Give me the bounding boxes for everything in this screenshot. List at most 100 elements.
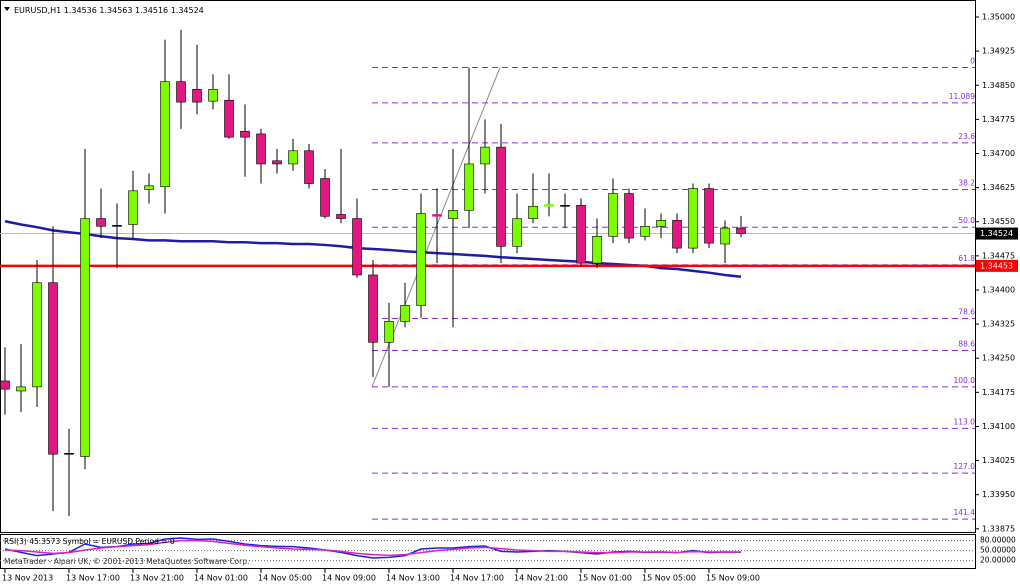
y-tick-label: 1.34175 xyxy=(982,388,1015,397)
low: 1.34516 xyxy=(135,6,168,15)
indicator-name: RSI(3) xyxy=(4,537,27,546)
y-tick-label: 1.34775 xyxy=(982,115,1015,124)
fib-level-label: 50.0 xyxy=(958,216,975,225)
candle-body xyxy=(176,81,186,103)
candle-body xyxy=(672,220,682,249)
candle-body xyxy=(560,205,570,207)
candle-body xyxy=(736,227,746,234)
y-tick-label: 1.34325 xyxy=(982,320,1015,329)
candle-body xyxy=(288,150,298,165)
x-tick-label: 15 Nov 09:00 xyxy=(706,574,760,583)
y-tick-label: 1.34250 xyxy=(982,354,1015,363)
candle-body xyxy=(384,321,394,343)
fib-level-label: 100.0 xyxy=(954,376,976,385)
fib-level-label: 78.6 xyxy=(958,308,975,317)
x-tick-label: 13 Nov 21:00 xyxy=(130,574,184,583)
candle-body xyxy=(528,205,538,219)
candle-body xyxy=(48,282,58,455)
indicator-value: 45.3573 xyxy=(29,537,60,546)
candle-body xyxy=(640,225,650,237)
candle-body xyxy=(352,218,362,276)
y-tick-label: 1.34850 xyxy=(982,81,1015,90)
fib-level-label: 127.0 xyxy=(954,462,976,471)
candle-body xyxy=(336,214,346,219)
candle-body xyxy=(0,380,10,390)
y-tick-label: 1.33950 xyxy=(982,490,1015,499)
candle-body xyxy=(64,452,74,455)
candle-body xyxy=(272,160,282,165)
candle-body xyxy=(144,185,154,190)
candle-body xyxy=(480,146,490,165)
candle-body xyxy=(704,188,714,244)
fib-level-label: 11.089 xyxy=(949,92,975,101)
x-tick-label: 14 Nov 01:00 xyxy=(194,574,248,583)
candle-body xyxy=(160,81,170,188)
y-tick-label: 1.34100 xyxy=(982,422,1015,431)
fib-level-label: 23.6 xyxy=(958,132,975,141)
y-tick-label: 1.34475 xyxy=(982,251,1015,260)
x-tick-label: 14 Nov 13:00 xyxy=(386,574,440,583)
candle-body xyxy=(128,190,138,225)
candle-body xyxy=(512,218,522,247)
indicator-tick-label: 50.00000 xyxy=(980,546,1016,555)
indicator-header: RSI(3) 45.3573 Symbol = EURUSD Period = … xyxy=(4,537,175,546)
x-tick-label: 14 Nov 17:00 xyxy=(450,574,504,583)
x-tick-label: 14 Nov 09:00 xyxy=(322,574,376,583)
candle-body xyxy=(576,205,586,264)
collapse-icon xyxy=(4,7,10,11)
open: 1.34536 xyxy=(64,6,97,15)
line-price-box xyxy=(976,259,1018,272)
candle-body xyxy=(320,178,330,217)
fib-level-label: 38.2 xyxy=(958,179,975,188)
bid-box xyxy=(976,227,1018,240)
y-tick-label: 1.34025 xyxy=(982,456,1015,465)
x-tick-label: 13 Nov 2013 xyxy=(2,574,53,583)
candle-body xyxy=(368,274,378,343)
symbol: EURUSD,H1 xyxy=(14,6,61,15)
y-tick-label: 1.34625 xyxy=(982,183,1015,192)
candle-body xyxy=(224,99,234,138)
candle-body xyxy=(544,204,554,207)
candle-body xyxy=(208,89,218,102)
indicator-tick-label: 80.00000 xyxy=(980,536,1016,545)
high: 1.34563 xyxy=(99,6,132,15)
candle-body xyxy=(592,235,602,264)
indicator-panel xyxy=(0,534,976,569)
candle-body xyxy=(112,225,122,227)
candle-body xyxy=(400,305,410,322)
y-tick-label: 1.33875 xyxy=(982,524,1015,533)
candle-body xyxy=(192,89,202,103)
x-tick-label: 15 Nov 01:00 xyxy=(578,574,632,583)
bid-label: 1.34524 xyxy=(980,229,1013,238)
candle-body xyxy=(256,133,266,165)
indicator-tick-label: 20.00000 xyxy=(980,556,1016,565)
line-price-label: 1.34453 xyxy=(980,261,1013,270)
candle-body xyxy=(96,218,106,227)
y-tick-label: 1.34550 xyxy=(982,217,1015,226)
y-tick-label: 1.34925 xyxy=(982,47,1015,56)
candle-body xyxy=(464,163,474,211)
moving-average xyxy=(4,220,742,279)
fib-level-label: 88.6 xyxy=(958,339,975,348)
fib-level-label: 141.4 xyxy=(954,508,976,517)
x-tick-label: 15 Nov 05:00 xyxy=(642,574,696,583)
indicator-line xyxy=(4,539,741,557)
candle-body xyxy=(16,386,26,392)
x-tick-label: 13 Nov 17:00 xyxy=(66,574,120,583)
candle-body xyxy=(688,188,698,249)
candle-body xyxy=(496,146,506,247)
y-tick-label: 1.35000 xyxy=(982,13,1015,22)
candle-body xyxy=(416,213,426,306)
candle-body xyxy=(720,227,730,245)
fib-level-label: 61.8 xyxy=(958,254,975,263)
candle-body xyxy=(624,193,634,239)
candle-body xyxy=(304,150,314,184)
candle-body xyxy=(240,130,250,138)
candle-body xyxy=(608,193,618,237)
x-tick-label: 14 Nov 05:00 xyxy=(258,574,312,583)
candle-body xyxy=(448,210,458,219)
x-tick-label: 14 Nov 21:00 xyxy=(514,574,568,583)
fib-level-label: 113.0 xyxy=(954,417,976,426)
